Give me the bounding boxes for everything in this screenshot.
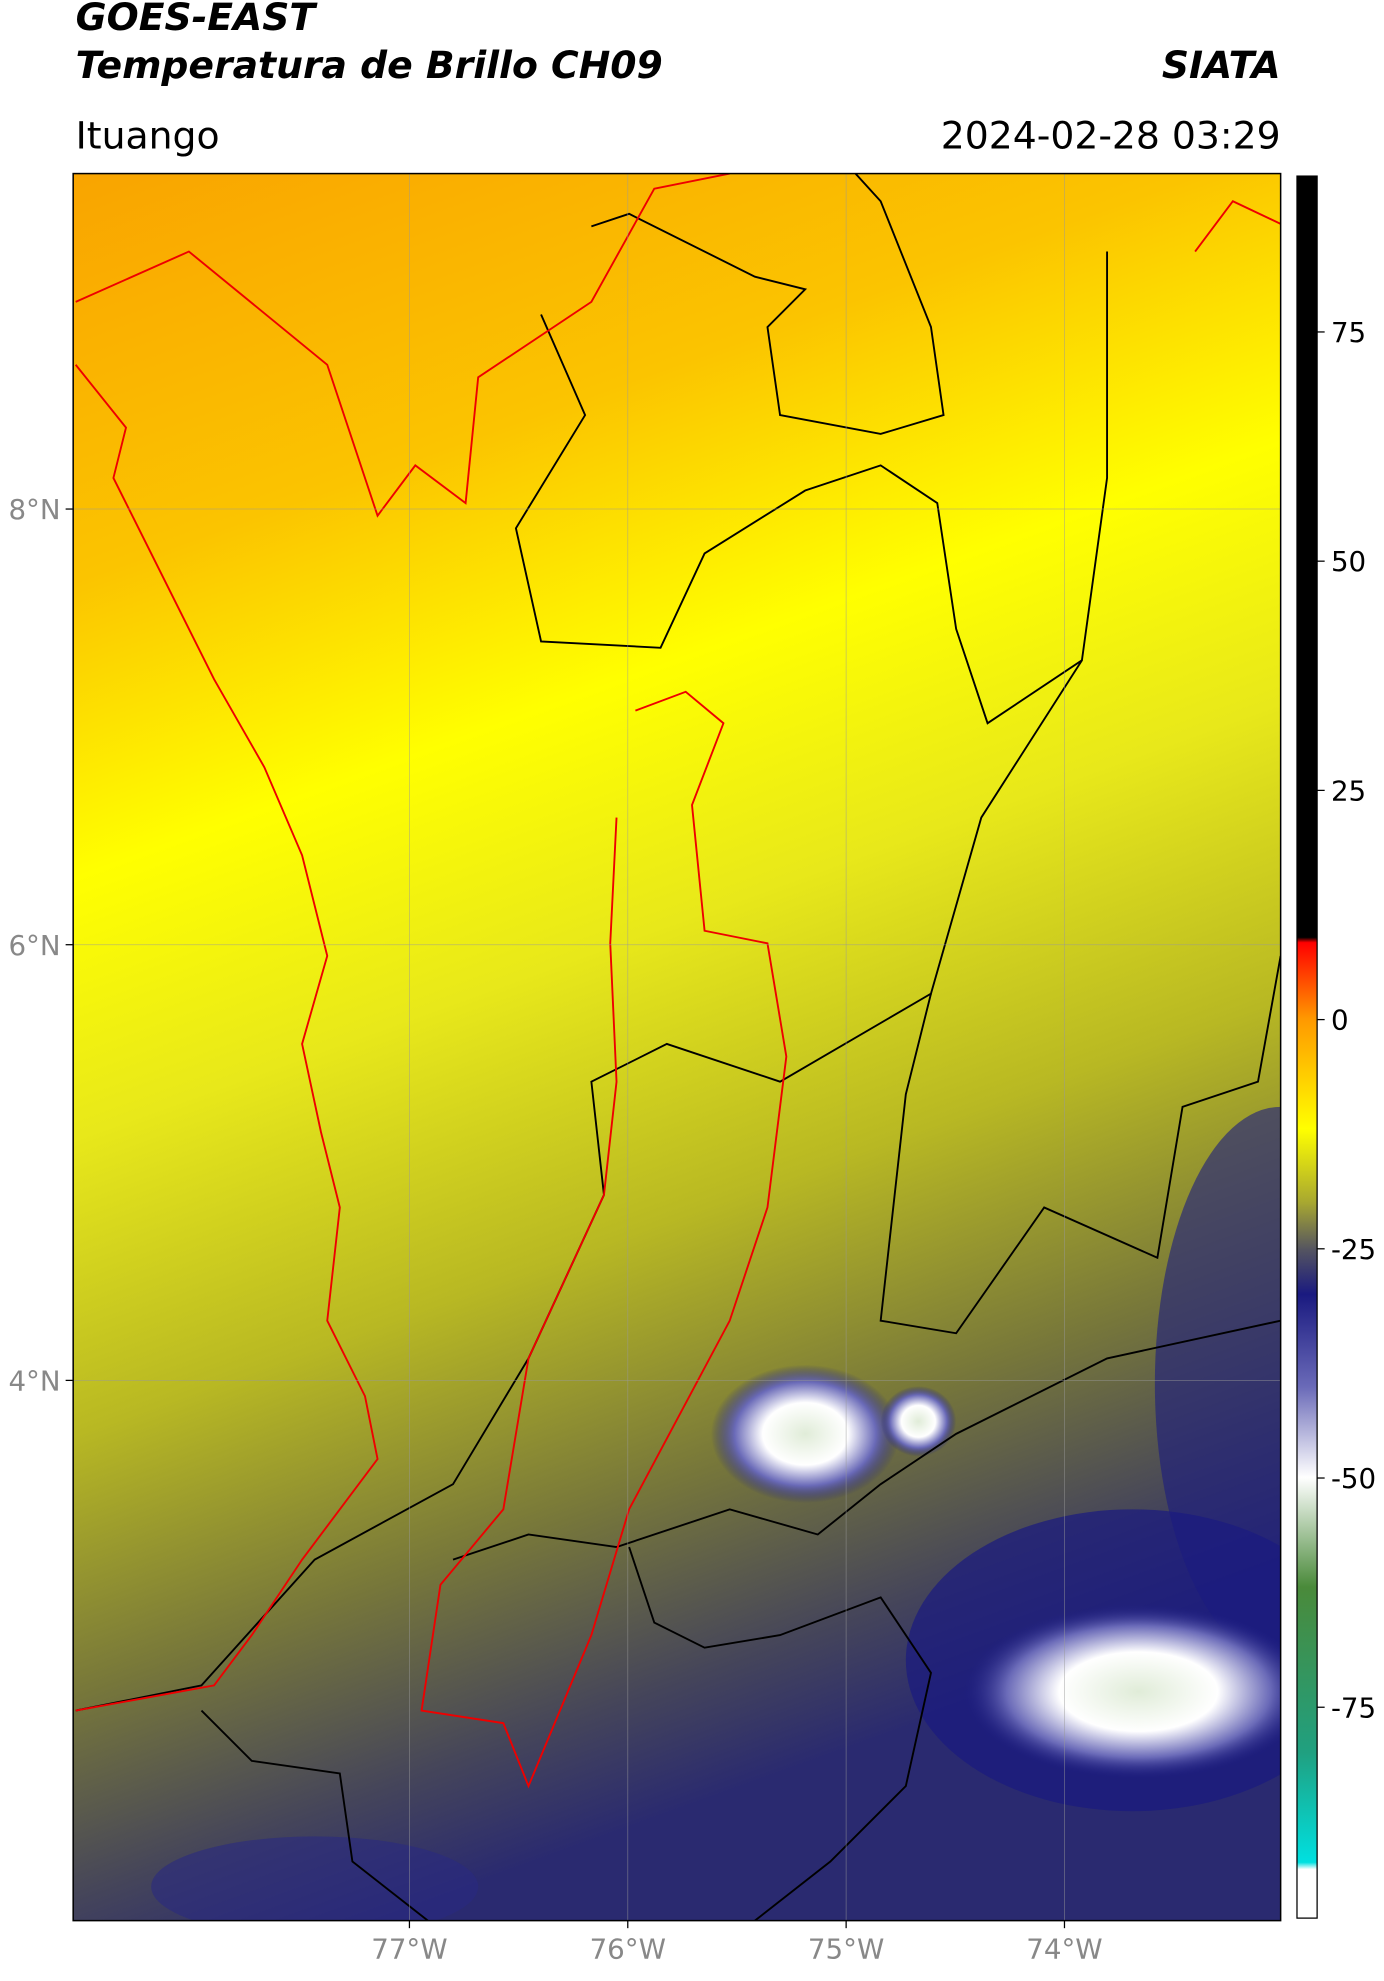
- cloud: [880, 1386, 957, 1457]
- colorbar-label: 50: [1331, 545, 1366, 578]
- colorbar-label: 75: [1331, 316, 1366, 349]
- title: GOES-EAST: [76, 0, 319, 39]
- x-tick-label: 75°W: [808, 1932, 884, 1965]
- colorbar-label: 25: [1331, 774, 1366, 807]
- boundary: [75, 659, 1083, 1712]
- x-tick-label: 77°W: [371, 1932, 447, 1965]
- colorbar-label: -75: [1331, 1691, 1376, 1724]
- boundary: [628, 1546, 932, 1921]
- y-tick-label: 4°N: [8, 1364, 60, 1397]
- subtitle: Temperatura de Brillo CH09: [76, 43, 663, 87]
- coastline: [75, 173, 730, 518]
- cloud: [710, 1364, 900, 1504]
- source: SIATA: [1162, 43, 1281, 87]
- y-tick-label: 6°N: [8, 929, 60, 962]
- x-tick-label: 76°W: [590, 1932, 666, 1965]
- ituango-basin: [420, 690, 788, 1789]
- coastline: [1194, 200, 1281, 253]
- boundary: [879, 955, 1281, 1335]
- timestamp: 2024-02-28 03:29: [941, 113, 1281, 157]
- colorbar-label: -25: [1331, 1233, 1376, 1266]
- boundary: [514, 251, 1109, 725]
- boundary: [200, 1709, 429, 1921]
- y-tick-label: 8°N: [8, 493, 60, 526]
- graticule: [73, 173, 1281, 1921]
- coastline: [74, 364, 379, 1712]
- boundary: [591, 173, 945, 435]
- region: Ituango: [76, 113, 220, 157]
- cloud: [151, 1836, 479, 1921]
- colorbar-label: 0: [1331, 1004, 1349, 1037]
- cloud: [962, 1603, 1281, 1780]
- cloud: [1154, 1106, 1281, 1661]
- x-tick-label: 74°W: [1026, 1932, 1102, 1965]
- map-frame: [72, 172, 1282, 1922]
- colorbar-label: -50: [1331, 1462, 1376, 1495]
- colorbar: [1296, 175, 1318, 1919]
- boundary: [452, 1319, 1281, 1561]
- map: [73, 173, 1281, 1921]
